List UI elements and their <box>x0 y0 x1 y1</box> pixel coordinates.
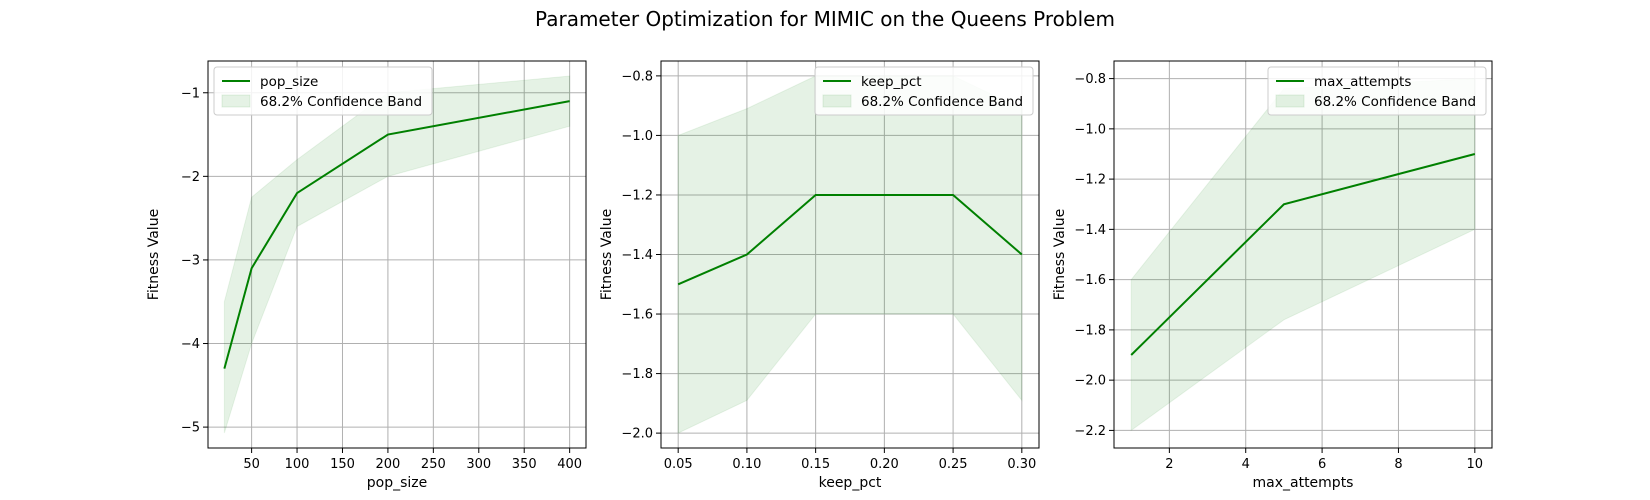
subplot-1-y-axis-label: Fitness Value <box>146 209 162 300</box>
subplot-1-legend-band-label: 68.2% Confidence Band <box>260 94 422 110</box>
subplot-2-legend-series-label: keep_pct <box>861 74 922 90</box>
subplot-1-y-tick-label: −1 <box>181 86 200 101</box>
subplot-3-y-tick-label: −2.0 <box>1074 374 1106 389</box>
subplot-2-series-line <box>677 193 1023 286</box>
subplot-3-legend-series-label: max_attempts <box>1314 74 1411 90</box>
subplot-2-x-tick-label: 0.25 <box>939 457 968 472</box>
subplot-3-x-tick-label: 6 <box>1318 457 1326 472</box>
subplot-2-y-tick-label: −1.6 <box>621 308 653 323</box>
subplot-2-legend: keep_pct 68.2% Confidence Band <box>814 66 1034 116</box>
subplot-2-y-tick-label: −1.2 <box>621 188 653 203</box>
subplot-2-y-tick-label: −1.0 <box>621 129 653 144</box>
subplot-3-y-tick-label: −1.0 <box>1074 122 1106 137</box>
subplot-1-confidence-band <box>223 75 571 434</box>
subplot-1-x-axis-label: pop_size <box>367 475 427 491</box>
subplot-2-y-tick-label: −2.0 <box>621 427 653 442</box>
subplot-1-x-tick-label: 400 <box>557 457 582 472</box>
subplot-3-x-tick-label: 8 <box>1394 457 1402 472</box>
subplot-3-legend-band-swatch <box>1275 94 1305 108</box>
subplot-3-series-line <box>1130 153 1476 356</box>
subplot-3-confidence-band <box>1130 78 1476 432</box>
subplot-1-x-tick-label: 300 <box>466 457 491 472</box>
subplot-1-axes-frame <box>207 60 587 449</box>
subplot-3-y-tick-label: −0.8 <box>1074 72 1106 87</box>
subplot-1-x-tick-label: 350 <box>512 457 537 472</box>
subplot-1-legend-box <box>213 66 433 116</box>
subplot-1-x-tick-label: 50 <box>243 457 260 472</box>
subplot-3-y-axis-label: Fitness Value <box>1052 209 1068 300</box>
subplot-3-y-tick-label: −2.2 <box>1074 424 1106 439</box>
subplot-3: 2 4 6 8 10 −2.2 −2.0 −1.8 −1.6 −1.4 −1.2 −1.0 −0.8 ma… <box>1052 60 1493 491</box>
subplot-3-y-tick-label: −1.6 <box>1074 273 1106 288</box>
subplot-3-x-axis-label: max_attempts <box>1253 475 1354 491</box>
subplot-1-x-tick-label: 250 <box>421 457 446 472</box>
subplot-2-legend-band-label: 68.2% Confidence Band <box>861 94 1023 110</box>
subplot-1-y-tick-label: −3 <box>181 253 200 268</box>
subplot-2-x-tick-label: 0.05 <box>664 457 693 472</box>
subplot-1-x-tick-label: 100 <box>285 457 310 472</box>
subplot-3-legend: max_attempts 68.2% Confidence Band <box>1267 66 1487 116</box>
subplot-2-y-tick-label: −1.4 <box>621 248 653 263</box>
subplot-2-y-axis-label: Fitness Value <box>599 209 615 300</box>
subplot-1-legend-band-swatch <box>221 94 251 108</box>
subplot-1-y-tick-label: −2 <box>181 170 200 185</box>
subplot-2-x-tick-label: 0.30 <box>1007 457 1036 472</box>
subplot-1-y-tick-label: −5 <box>181 421 200 436</box>
subplot-2-legend-band-swatch <box>822 94 852 108</box>
subplots: 50 100 150 200 250 300 350 400 −5 −4 −3 −2 −1 pop_siz… <box>146 60 1493 491</box>
subplot-3-legend-box <box>1267 66 1487 116</box>
subplot-1: 50 100 150 200 250 300 350 400 −5 −4 −3 −2 −1 pop_siz… <box>146 60 587 491</box>
subplot-3-y-tick-label: −1.4 <box>1074 223 1106 238</box>
subplot-3-legend-band-label: 68.2% Confidence Band <box>1314 94 1476 110</box>
figure-title: Parameter Optimization for MIMIC on the … <box>535 7 1115 31</box>
subplot-2-x-tick-label: 0.20 <box>870 457 899 472</box>
subplot-2-x-axis-label: keep_pct <box>819 475 882 491</box>
subplot-2-confidence-band <box>677 75 1023 434</box>
subplot-2-legend-box <box>814 66 1034 116</box>
subplot-1-x-tick-label: 200 <box>375 457 400 472</box>
subplot-1-x-tick-label: 150 <box>330 457 355 472</box>
subplot-3-y-tick-label: −1.2 <box>1074 173 1106 188</box>
subplot-2-y-tick-label: −1.8 <box>621 367 653 382</box>
subplot-1-y-tick-label: −4 <box>181 337 200 352</box>
subplot-2-y-tick-label: −0.8 <box>621 69 653 84</box>
subplot-1-legend-series-label: pop_size <box>260 74 318 90</box>
subplot-2-x-tick-label: 0.10 <box>732 457 761 472</box>
subplot-3-axes-frame <box>1113 60 1493 449</box>
subplot-2: 0.05 0.10 0.15 0.20 0.25 0.30 −2.0 −1.8 −1.6 −1.4… <box>599 60 1040 491</box>
subplot-3-x-tick-label: 2 <box>1165 457 1173 472</box>
subplot-1-legend: pop_size 68.2% Confidence Band <box>213 66 433 116</box>
subplot-2-x-tick-label: 0.15 <box>801 457 830 472</box>
subplot-3-y-tick-label: −1.8 <box>1074 323 1106 338</box>
subplot-3-x-tick-label: 4 <box>1242 457 1250 472</box>
subplot-3-x-tick-label: 10 <box>1467 457 1484 472</box>
subplot-1-series-line <box>223 100 570 369</box>
